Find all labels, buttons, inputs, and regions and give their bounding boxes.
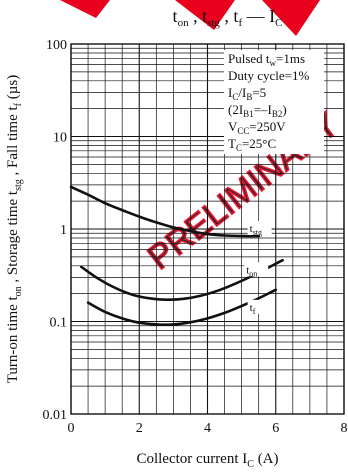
y-tick-label: 0.01 [43,408,68,423]
curve-t-f [86,288,278,326]
condition-text: Pulsed tw=1ms [228,51,305,68]
y-tick-label: 10 [53,131,67,146]
curve-label-bg [247,299,272,314]
plot-frame [70,43,345,415]
plot-border [70,43,345,415]
x-tick-label: 2 [136,421,143,436]
conditions-box [224,50,324,154]
y-tick-label: 0.1 [50,316,68,331]
curve-label-t-stg: tstg [250,223,262,237]
y-axis-title: Turn-on time ton , Storage time tstg , F… [5,75,24,384]
x-tick-label: 0 [68,421,75,436]
x-axis-title: Collector current IC (A) [136,451,278,470]
chart-title: ton​ , tstg​ , tf​ — IC​ [173,6,283,29]
condition-text: VCC=250V [228,119,286,136]
watermark-mark [175,0,235,30]
y-tick-label: 1 [60,223,67,238]
condition-text: Duty cycle=1% [228,68,310,83]
x-tick-label: 6 [272,421,279,436]
curve-label-bg [247,221,272,236]
curve-label-t-on: ton [246,264,257,278]
curve-label-t-f: tf [250,302,256,316]
x-tick-label: 4 [204,421,211,436]
curve-label-bg [244,262,269,277]
x-tick-label: 8 [341,421,348,436]
curve-t-stg [69,185,260,238]
watermark-mark [60,0,110,18]
watermark-mark [262,0,320,36]
condition-text: TC=25°C [228,136,276,153]
condition-text: (2IB1=–IB2) [228,102,287,119]
condition-text: IC/IB=5 [228,85,266,102]
y-tick-label: 100 [46,38,67,53]
